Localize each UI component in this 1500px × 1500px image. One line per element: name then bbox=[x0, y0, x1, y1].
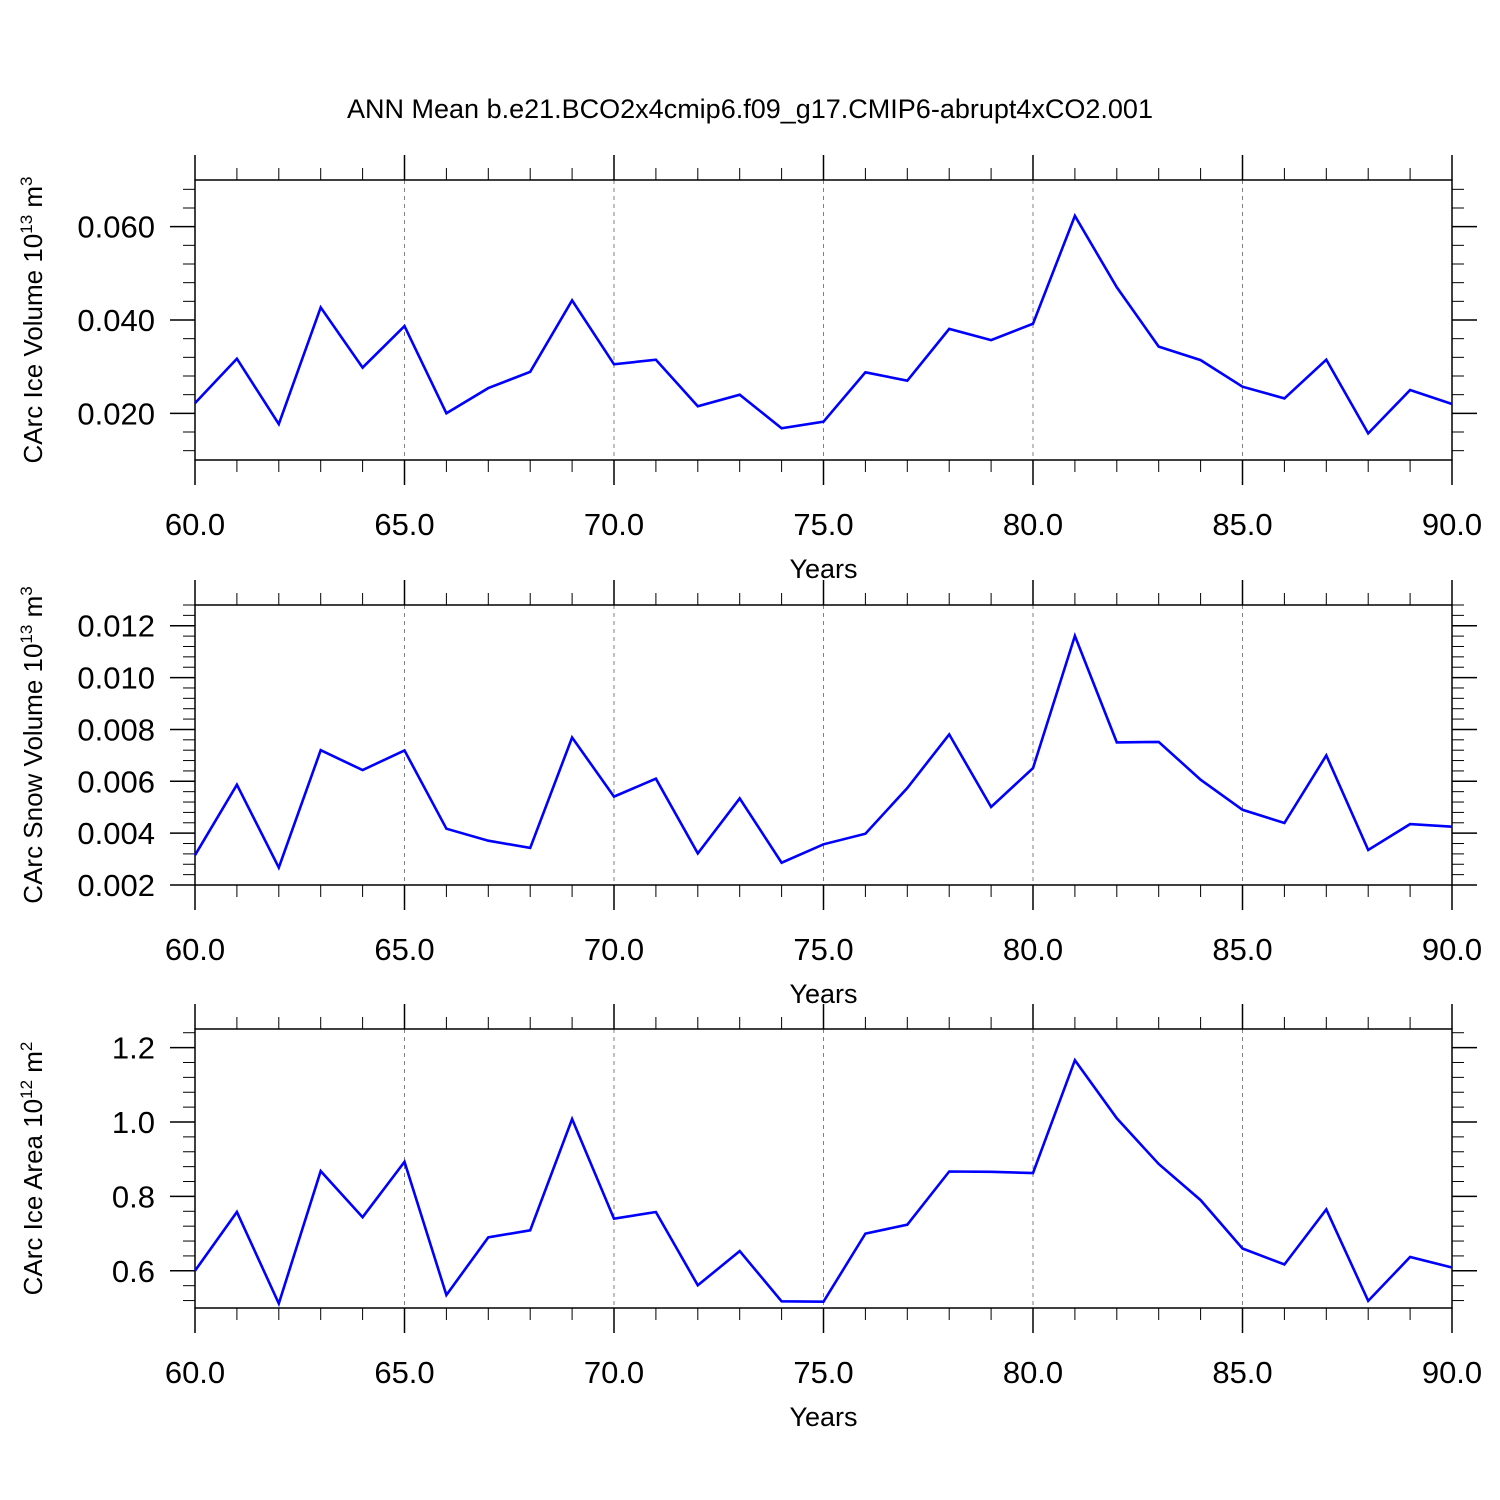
chart-title: ANN Mean b.e21.BCO2x4cmip6.f09_g17.CMIP6… bbox=[347, 94, 1153, 124]
x-tick-label: 80.0 bbox=[1003, 1355, 1063, 1390]
y-tick-label: 0.012 bbox=[77, 609, 155, 644]
x-tick-label: 85.0 bbox=[1212, 507, 1272, 542]
x-tick-label: 60.0 bbox=[165, 932, 225, 967]
chart-panel-2: 60.0 65.0 70.0 75.0 80.0 85.0 90.0 0.002 0.004 0.… bbox=[17, 580, 1482, 1009]
x-tick-label: 90.0 bbox=[1422, 932, 1482, 967]
y-axis-label: CArc Snow Volume 1013 m3 bbox=[17, 586, 48, 903]
x-tick-label: 60.0 bbox=[165, 507, 225, 542]
y-tick-label: 0.002 bbox=[77, 868, 155, 903]
x-axis-label: Years bbox=[789, 554, 857, 584]
x-tick-label: 70.0 bbox=[584, 1355, 644, 1390]
x-tick-label: 80.0 bbox=[1003, 932, 1063, 967]
y-tick-label: 0.060 bbox=[77, 210, 155, 245]
x-tick-label: 70.0 bbox=[584, 507, 644, 542]
y-tick-label: 0.006 bbox=[77, 764, 155, 799]
x-tick-label: 75.0 bbox=[793, 932, 853, 967]
chart-panel-1: 60.0 65.0 70.0 75.0 80.0 85.0 90.0 0.020 0.040 0.… bbox=[17, 155, 1482, 584]
x-tick-label: 90.0 bbox=[1422, 1355, 1482, 1390]
x-tick-label: 85.0 bbox=[1212, 1355, 1272, 1390]
x-tick-label: 85.0 bbox=[1212, 932, 1272, 967]
y-tick-label: 0.004 bbox=[77, 816, 155, 851]
x-tick-label: 80.0 bbox=[1003, 507, 1063, 542]
x-tick-label: 75.0 bbox=[793, 1355, 853, 1390]
series-line bbox=[194, 212, 1453, 436]
chart-panel-3: 60.0 65.0 70.0 75.0 80.0 85.0 90.0 0.6 0.8 1.0 1.2… bbox=[17, 1004, 1482, 1432]
x-tick-label: 65.0 bbox=[374, 932, 434, 967]
x-axis-label: Years bbox=[789, 1402, 857, 1432]
y-axis-label: CArc Ice Volume 1013 m3 bbox=[17, 176, 48, 463]
series-line bbox=[193, 632, 1453, 871]
x-tick-label: 60.0 bbox=[165, 1355, 225, 1390]
y-tick-label: 0.040 bbox=[77, 303, 155, 338]
x-tick-label: 90.0 bbox=[1422, 507, 1482, 542]
y-axis-label: CArc Ice Area 1012 m2 bbox=[17, 1042, 48, 1296]
y-tick-label: 0.6 bbox=[112, 1254, 155, 1289]
series-line bbox=[193, 1057, 1453, 1308]
y-tick-label: 0.010 bbox=[77, 661, 155, 696]
x-tick-label: 65.0 bbox=[374, 1355, 434, 1390]
y-tick-label: 0.008 bbox=[77, 712, 155, 747]
x-tick-label: 75.0 bbox=[793, 507, 853, 542]
y-tick-label: 1.0 bbox=[112, 1105, 155, 1140]
y-tick-label: 0.020 bbox=[77, 396, 155, 431]
x-tick-label: 65.0 bbox=[374, 507, 434, 542]
x-tick-label: 70.0 bbox=[584, 932, 644, 967]
y-tick-label: 1.2 bbox=[112, 1031, 155, 1066]
y-tick-label: 0.8 bbox=[112, 1179, 155, 1214]
